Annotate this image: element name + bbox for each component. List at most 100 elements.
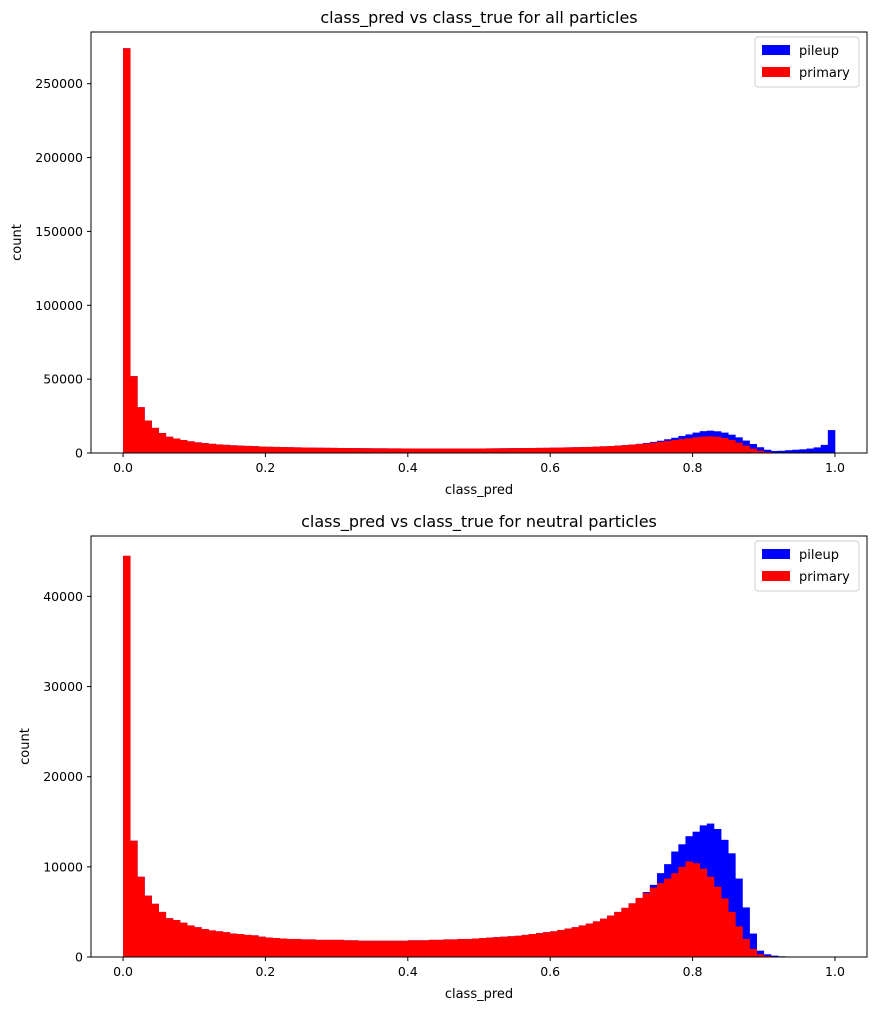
pileup-bar: [806, 448, 814, 453]
primary-bar: [607, 915, 615, 957]
primary-bar: [393, 448, 402, 453]
primary-bar: [550, 447, 558, 453]
top-legend-swatch-primary: [762, 67, 790, 77]
primary-bar: [144, 420, 152, 453]
primary-bar: [464, 938, 473, 957]
primary-bar: [721, 898, 729, 957]
primary-bar: [251, 935, 259, 957]
primary-bar: [664, 440, 672, 453]
primary-bar: [407, 940, 416, 957]
x-tick-label: 0.4: [398, 460, 418, 475]
x-tick-label: 0.6: [540, 460, 560, 475]
y-tick-label: 40000: [43, 589, 83, 604]
primary-bar: [222, 932, 231, 957]
top-legend-label-primary: primary: [799, 66, 850, 81]
primary-bar: [728, 440, 736, 453]
primary-bar: [236, 934, 245, 957]
primary-bar: [265, 446, 273, 453]
top-bars: [123, 48, 836, 453]
primary-bar: [471, 448, 480, 453]
primary-bar: [279, 938, 288, 957]
primary-bar: [215, 931, 224, 957]
primary-bar: [165, 918, 174, 957]
primary-bar: [528, 447, 537, 453]
top-x-ticks: 0.0 0.2 0.4 0.6 0.8 1.0: [113, 453, 845, 475]
top-y-ticks: 0 50000 100000 150000 200000 250000: [35, 76, 91, 461]
primary-bar: [685, 438, 693, 453]
primary-bar: [165, 436, 174, 453]
y-tick-label: 0: [75, 950, 83, 965]
primary-bar: [500, 448, 508, 453]
primary-bar: [329, 447, 337, 453]
x-tick-label: 0.2: [255, 460, 275, 475]
bottom-histogram: class_pred vs class_true for neutral par…: [18, 512, 868, 1002]
primary-bar: [151, 903, 159, 957]
top-y-axis-label: count: [10, 224, 25, 261]
primary-bar: [756, 450, 765, 453]
primary-bar: [479, 938, 487, 957]
primary-bar: [557, 447, 565, 453]
pileup-bar: [756, 447, 765, 453]
primary-bar: [407, 448, 416, 453]
primary-bar: [649, 442, 658, 453]
primary-bar: [464, 448, 473, 453]
primary-bar: [507, 448, 515, 453]
primary-bar: [187, 441, 195, 453]
primary-bar: [422, 940, 430, 957]
primary-bar: [443, 939, 451, 957]
primary-bar: [343, 940, 352, 957]
primary-bar: [578, 925, 587, 957]
primary-bar: [543, 932, 551, 957]
primary-bar: [293, 447, 302, 453]
primary-bar: [244, 934, 252, 957]
primary-bar: [471, 938, 480, 957]
pileup-bar: [778, 450, 786, 453]
primary-bar: [628, 903, 636, 957]
primary-bar: [614, 445, 622, 453]
primary-bar: [236, 445, 245, 453]
x-tick-label: 0.0: [113, 964, 133, 979]
primary-bar: [535, 447, 544, 453]
primary-bar: [557, 929, 565, 957]
top-legend-label-pileup: pileup: [799, 44, 839, 59]
top-legend: pileup primary: [754, 36, 860, 88]
bottom-legend-swatch-primary: [762, 571, 790, 581]
x-tick-label: 0.6: [540, 964, 560, 979]
primary-bar: [749, 948, 757, 957]
primary-bar: [656, 441, 665, 453]
primary-bar: [514, 935, 523, 957]
primary-bar: [414, 448, 423, 453]
x-tick-label: 0.0: [113, 460, 133, 475]
primary-bar: [414, 940, 423, 957]
primary-bar: [130, 376, 138, 453]
primary-bar: [571, 927, 580, 957]
primary-bar: [329, 939, 337, 957]
pileup-bar: [770, 955, 779, 957]
primary-bar: [172, 438, 181, 453]
primary-bar: [151, 427, 159, 453]
primary-bar: [756, 954, 765, 957]
primary-bar: [172, 920, 181, 957]
primary-bar: [642, 892, 651, 957]
primary-bar: [194, 927, 202, 957]
primary-bar: [229, 933, 238, 957]
pileup-bar: [756, 950, 765, 957]
pileup-bar: [749, 443, 757, 453]
primary-bar: [208, 930, 216, 957]
primary-bar: [642, 443, 651, 453]
top-chart-title: class_pred vs class_true for all particl…: [320, 8, 637, 28]
pileup-bar: [813, 447, 822, 453]
primary-bar: [735, 926, 743, 957]
primary-bar: [379, 940, 387, 957]
pileup-bar: [827, 430, 836, 453]
y-tick-label: 200000: [35, 150, 83, 165]
primary-bar: [279, 447, 288, 453]
primary-bar: [706, 436, 715, 453]
primary-bar: [607, 446, 615, 453]
primary-bar: [678, 866, 686, 957]
primary-bar: [258, 446, 266, 453]
primary-bar: [543, 447, 551, 453]
primary-bar: [194, 442, 202, 453]
x-tick-label: 1.0: [825, 460, 845, 475]
primary-bar: [628, 444, 636, 453]
